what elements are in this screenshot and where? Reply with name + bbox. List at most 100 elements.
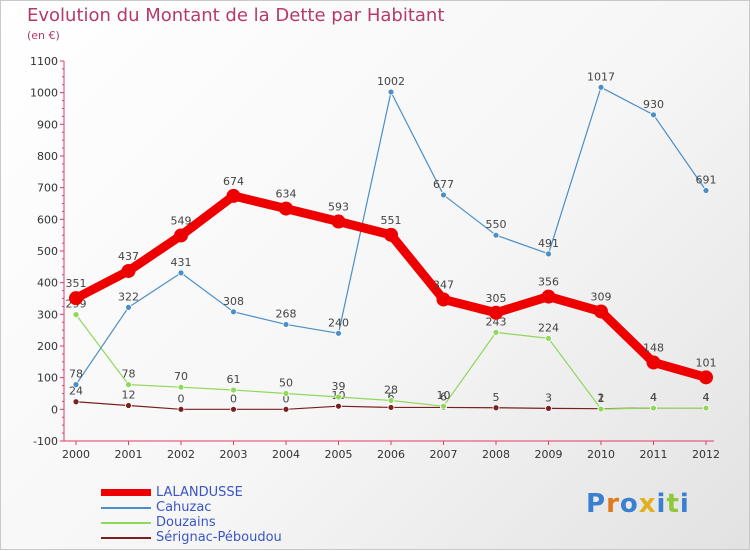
- y-tick-label: 200: [37, 340, 58, 353]
- legend-label-cahuzac: Cahuzac: [156, 500, 212, 515]
- x-tick-label: 2012: [692, 448, 720, 461]
- data-label: 70: [174, 370, 188, 383]
- data-label: 6: [388, 390, 395, 403]
- chart-title: Evolution du Montant de la Dette par Hab…: [27, 5, 445, 26]
- y-tick-label: 100: [37, 372, 58, 385]
- x-tick-label: 2005: [325, 448, 353, 461]
- x-tick-label: 2004: [272, 448, 300, 461]
- data-point: [121, 263, 136, 278]
- data-point: [69, 291, 83, 306]
- data-label: 12: [122, 389, 136, 402]
- data-point: [331, 214, 346, 229]
- data-label: 437: [118, 250, 139, 263]
- y-tick-label: 300: [37, 308, 58, 321]
- data-point: [492, 404, 500, 412]
- data-point: [545, 404, 552, 412]
- data-point: [436, 292, 451, 307]
- legend-swatch-cahuzac: [101, 507, 151, 509]
- data-point: [279, 201, 293, 216]
- data-point: [650, 111, 657, 119]
- y-tick-label: 500: [37, 245, 58, 258]
- data-point: [125, 402, 132, 409]
- data-label: 930: [643, 98, 664, 111]
- data-point: [387, 397, 395, 404]
- logo-letter: t: [666, 489, 680, 519]
- data-label: 308: [223, 295, 244, 308]
- data-label: 305: [486, 292, 507, 305]
- data-point: [594, 304, 608, 319]
- data-label: 0: [178, 392, 185, 405]
- x-tick-label: 2001: [115, 448, 143, 461]
- data-point: [72, 381, 80, 389]
- x-tick-label: 2003: [220, 448, 248, 461]
- logo-letter: i: [656, 489, 667, 519]
- y-tick-label: 900: [37, 118, 58, 131]
- data-point: [646, 355, 661, 370]
- legend-label-serignac: Sérignac-Péboudou: [156, 530, 282, 545]
- data-label: 347: [433, 278, 454, 291]
- data-point: [72, 398, 80, 406]
- data-label: 634: [276, 188, 297, 201]
- data-label: 431: [171, 256, 192, 269]
- data-point: [597, 83, 605, 91]
- data-label: 2: [598, 392, 605, 405]
- logo-letter: i: [679, 489, 690, 519]
- data-point: [72, 311, 80, 319]
- data-label: 10: [437, 389, 451, 402]
- data-label: 243: [486, 315, 507, 328]
- x-tick-label: 2009: [535, 448, 563, 461]
- logo-letter: r: [606, 489, 620, 519]
- data-label: 3: [545, 391, 552, 404]
- data-point: [282, 321, 290, 328]
- x-tick-label: 2006: [377, 448, 405, 461]
- legend-label-douzains: Douzains: [156, 515, 216, 530]
- logo-letter: P: [586, 489, 607, 519]
- data-label: 593: [328, 201, 349, 214]
- data-label: 224: [538, 321, 559, 334]
- data-point: [335, 329, 342, 337]
- data-label: 78: [69, 368, 83, 381]
- data-point: [387, 404, 395, 411]
- data-point: [335, 402, 342, 410]
- data-label: 6: [440, 390, 447, 403]
- data-point: [650, 404, 657, 412]
- chart-subtitle: (en €): [27, 29, 60, 42]
- data-label: 1017: [587, 70, 615, 83]
- data-label: 50: [279, 377, 293, 390]
- data-label: 4: [650, 391, 657, 404]
- data-label: 268: [276, 307, 297, 320]
- data-point: [282, 390, 290, 397]
- data-point: [545, 250, 552, 258]
- logo-letter: o: [619, 489, 639, 519]
- legend-label-lalandusse: LALANDUSSE: [156, 485, 243, 500]
- data-label: 1002: [377, 75, 405, 88]
- data-point: [541, 289, 556, 304]
- data-label: 39: [332, 380, 346, 393]
- data-point: [177, 269, 185, 277]
- data-label: 61: [227, 373, 241, 386]
- data-label: 148: [643, 341, 664, 354]
- y-tick-label: 0: [51, 403, 58, 416]
- data-point: [489, 305, 503, 320]
- data-point: [387, 88, 395, 96]
- y-tick-label: 600: [37, 213, 58, 226]
- data-point: [226, 188, 241, 203]
- data-label: 4: [703, 391, 710, 404]
- data-point: [125, 303, 132, 311]
- data-label: 5: [493, 391, 500, 404]
- data-label: 240: [328, 316, 349, 329]
- y-tick-label: 800: [37, 150, 58, 163]
- data-point: [492, 231, 500, 239]
- data-label: 309: [591, 290, 612, 303]
- data-point: [440, 191, 447, 199]
- data-label: 4: [650, 391, 657, 404]
- data-point: [440, 402, 447, 410]
- data-point: [174, 228, 188, 243]
- data-label: 24: [69, 385, 83, 398]
- proxiti-logo: Proxiti: [586, 489, 690, 519]
- data-label: 674: [223, 175, 244, 188]
- data-point: [384, 227, 398, 242]
- x-tick-label: 2002: [167, 448, 195, 461]
- data-point: [177, 405, 185, 413]
